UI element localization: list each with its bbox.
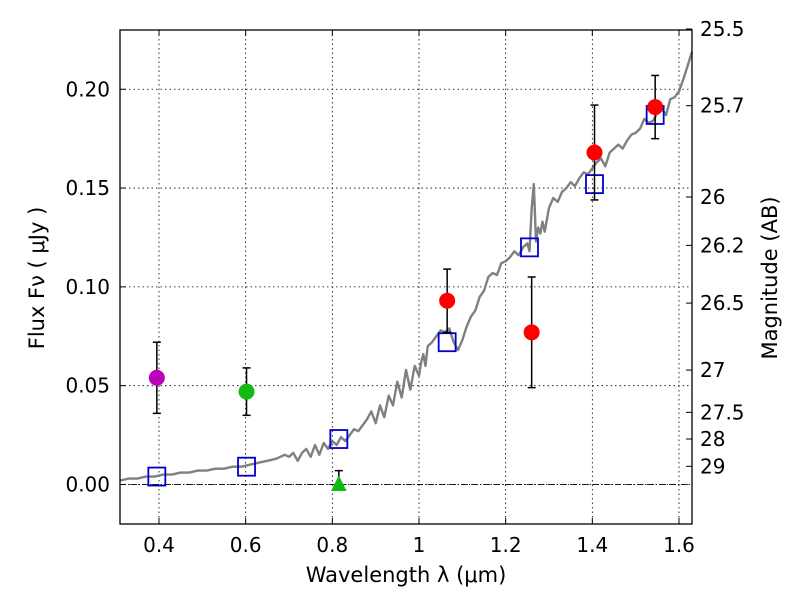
x-tick-label: 0.4 (143, 533, 175, 557)
x-tick-label: 1.2 (490, 533, 522, 557)
y-axis-label: Flux Fν ( μJy ) (25, 207, 49, 350)
y-tick-label: 0.10 (65, 275, 110, 299)
x-axis-label: Wavelength λ (μm) (306, 563, 507, 587)
model-point (520, 237, 539, 258)
magnitude-tick-label: 29 (700, 454, 725, 478)
plot-frame (119, 29, 693, 525)
y-tick-label: 0.15 (65, 176, 110, 200)
x-tick-label: 0.8 (316, 533, 348, 557)
observed-point (647, 99, 664, 116)
x-tick-label: 1.6 (663, 533, 695, 557)
magnitude-tick-label: 26.5 (700, 291, 745, 315)
observed-point (148, 369, 165, 386)
magnitude-tick-label: 26.2 (700, 233, 745, 257)
magnitude-tick-label: 27.5 (700, 400, 745, 424)
y-tick-label: 0.20 (65, 77, 110, 101)
observed-point (586, 144, 603, 161)
magnitude-tick-label: 26 (700, 185, 725, 209)
observed-point (238, 383, 255, 400)
y-tick-label: 0.05 (65, 374, 110, 398)
secondary-y-axis-label: Magnitude (AB) (758, 196, 782, 359)
observed-point (439, 292, 456, 309)
observed-point (523, 324, 540, 341)
y-tick-label: 0.00 (65, 472, 110, 496)
observed-upper-limit-point (331, 475, 347, 491)
model-point (147, 466, 167, 487)
x-tick-label: 1 (413, 533, 426, 557)
magnitude-tick-label: 25.5 (700, 17, 745, 41)
magnitude-tick-label: 25.7 (700, 94, 745, 118)
spectrum-line (119, 51, 694, 482)
model-point (329, 429, 349, 449)
magnitude-tick-label: 27 (700, 358, 725, 382)
x-tick-label: 1.4 (576, 533, 608, 557)
magnitude-tick-label: 28 (700, 427, 725, 451)
model-point (437, 332, 457, 353)
x-tick-label: 0.6 (230, 533, 262, 557)
model-point (237, 456, 256, 477)
